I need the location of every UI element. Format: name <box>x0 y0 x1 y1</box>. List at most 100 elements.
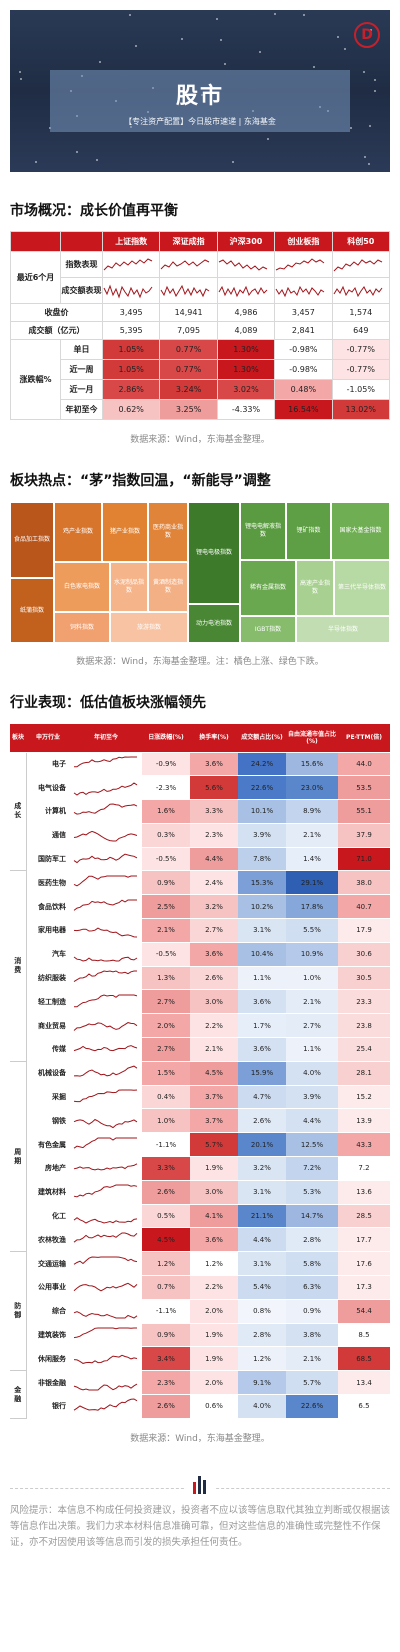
turnover-sparkline <box>331 277 391 304</box>
change-rows: 涨跌幅% 单日 1.05% 0.77% 1.30% -0.98% -0.77% 近一周 1.05… <box>10 339 391 420</box>
industry-row: 采掘 0.4% 3.7% 4.7% 3.9% 15.2 <box>10 1085 390 1110</box>
industry-row: 纺织服装 1.3% 2.6% 1.1% 1.0% 30.5 <box>10 966 390 991</box>
banner-star <box>336 35 339 38</box>
industry-metric-value: 0.9% <box>286 1299 338 1324</box>
industry-row: 有色金属 -1.1% 5.7% 20.1% 12.5% 43.3 <box>10 1132 390 1158</box>
market-turnover-row: 成交额（亿元） 5,395 7,095 4,089 2,841 649 <box>10 321 391 340</box>
industry-metric-value: 4.4% <box>286 1108 338 1134</box>
industry-row: 房地产 3.3% 1.9% 3.2% 7.2% 7.2 <box>10 1156 390 1181</box>
ytd-sparkline <box>70 1013 142 1039</box>
industry-col-header: 成交额占比(%) <box>238 724 286 753</box>
trend-row-label: 指数表现 <box>60 251 103 278</box>
donghai-logo-icon: D <box>354 22 380 48</box>
banner-text-panel: 股市 【专注资产配置】今日股市速递 | 东海基金 <box>50 70 350 132</box>
industry-metric-value: 4.4% <box>190 847 238 872</box>
sector-cell: 高速产业指数 <box>296 560 334 616</box>
industry-metric-value: 5.8% <box>286 1251 338 1277</box>
ytd-sparkline <box>70 989 142 1015</box>
industry-metric-value: 7.2 <box>338 1156 390 1181</box>
industry-col-header: 年初至今 <box>70 724 142 753</box>
banner-star <box>232 160 235 163</box>
industry-metric-value: 2.4% <box>190 870 238 896</box>
change-row: 涨跌幅% 单日 1.05% 0.77% 1.30% -0.98% -0.77% <box>10 339 391 420</box>
industry-metric-value: 15.9% <box>238 1061 286 1086</box>
sector-cell: 白色家电指数 <box>54 562 110 612</box>
turnover-sparkline-svg <box>275 285 325 297</box>
industry-metric-value: 4.7% <box>238 1085 286 1110</box>
turnover-value: 4,089 <box>216 321 276 340</box>
change-value: 0.77% <box>159 359 218 380</box>
industry-metric-value: 2.3% <box>142 1370 190 1396</box>
sector-cell: 水泥制品指数 <box>110 562 148 612</box>
ytd-sparkline <box>70 799 142 824</box>
change-value: -0.98% <box>274 339 333 360</box>
ytd-sparkline <box>70 823 142 848</box>
close-label: 收盘价 <box>10 303 103 322</box>
industry-metric-value: 2.0% <box>190 1370 238 1396</box>
ytd-sparkline-svg <box>73 782 138 796</box>
industry-metric-value: 10.9% <box>286 942 338 967</box>
industry-name: 化工 <box>26 1204 70 1229</box>
industry-name: 家用电器 <box>26 918 70 943</box>
industry-metric-value: 2.6% <box>238 1108 286 1134</box>
industry-metric-value: 2.1% <box>286 1346 338 1372</box>
turnover-sparkline-svg <box>333 285 382 297</box>
industry-metric-value: -2.3% <box>142 775 190 801</box>
sector-cell: 纸蒲指数 <box>10 578 54 643</box>
banner-title: 股市 <box>175 84 224 109</box>
industry-metric-value: 10.4% <box>238 942 286 967</box>
ytd-sparkline-svg <box>73 970 137 983</box>
industry-metric-value: 68.5 <box>338 1346 390 1372</box>
industry-metric-value: 15.2 <box>338 1085 390 1110</box>
change-value: 0.48% <box>274 379 333 400</box>
change-value: 3.25% <box>159 399 218 420</box>
industry-metric-value: 3.6% <box>190 942 238 967</box>
industry-metric-value: 1.9% <box>190 1156 238 1181</box>
banner-star <box>364 155 367 158</box>
industry-name: 钢铁 <box>26 1108 70 1134</box>
industry-metric-value: 2.7% <box>142 989 190 1015</box>
sector-cell: 旅游指数 <box>110 612 188 643</box>
ytd-sparkline-svg <box>73 1021 138 1031</box>
ytd-sparkline <box>70 1275 142 1300</box>
ytd-sparkline-svg <box>73 1398 138 1412</box>
turnover-value: 2,841 <box>274 321 333 340</box>
ytd-sparkline <box>70 1394 142 1419</box>
index-sparkline-svg <box>218 258 268 271</box>
index-sparkline-svg <box>333 258 382 271</box>
turnover-sparkline-svg <box>218 285 268 297</box>
industry-metric-value: 1.7% <box>238 1013 286 1039</box>
market-header-blank <box>10 231 61 252</box>
industry-row: 综合 -1.1% 2.0% 0.8% 0.9% 54.4 <box>10 1299 390 1324</box>
turnover-value: 649 <box>331 321 391 340</box>
sector-cell: 医药商业指数 <box>148 502 188 562</box>
industry-col-header: 申万行业 <box>26 724 70 753</box>
ytd-sparkline <box>70 847 142 872</box>
industry-metric-value: 3.3% <box>190 799 238 824</box>
sector-group-label: 消费 <box>10 870 27 1062</box>
industry-metric-value: 55.1 <box>338 799 390 824</box>
industry-metric-value: 2.7% <box>142 1037 190 1062</box>
market-col-header: 创业板指 <box>274 231 333 252</box>
industry-metric-value: 28.5 <box>338 1204 390 1229</box>
industry-row: 防御 交通运输 1.2% 1.2% 3.1% 5.8% 17.6 <box>10 1251 390 1372</box>
change-value: 2.86% <box>101 379 161 400</box>
market-header-row: 上证指数 深证成指 沪深300 创业板指 科创50 <box>10 231 391 252</box>
industry-metric-value: 17.8% <box>286 894 338 920</box>
industry-row: 国防军工 -0.5% 4.4% 7.8% 1.4% 71.0 <box>10 847 390 872</box>
industry-metric-value: 13.6 <box>338 1180 390 1205</box>
industry-metric-value: 1.3% <box>142 966 190 991</box>
sector-cell: 锂电电极指数 <box>188 502 240 604</box>
industry-metric-value: 4.4% <box>238 1227 286 1253</box>
change-value: 0.77% <box>159 339 218 360</box>
industry-metric-value: 1.0% <box>142 1108 190 1134</box>
turnover-value: 5,395 <box>101 321 161 340</box>
industry-metric-value: 5.7% <box>286 1370 338 1396</box>
banner-star <box>369 125 372 128</box>
industry-metric-value: 3.6% <box>238 989 286 1015</box>
industry-name: 纺织服装 <box>26 966 70 991</box>
turnover-sparkline-svg <box>160 284 210 297</box>
ytd-sparkline <box>70 1227 142 1253</box>
industry-metric-value: 3.9% <box>286 1085 338 1110</box>
sector-cell: 锂矿指数 <box>286 502 331 560</box>
